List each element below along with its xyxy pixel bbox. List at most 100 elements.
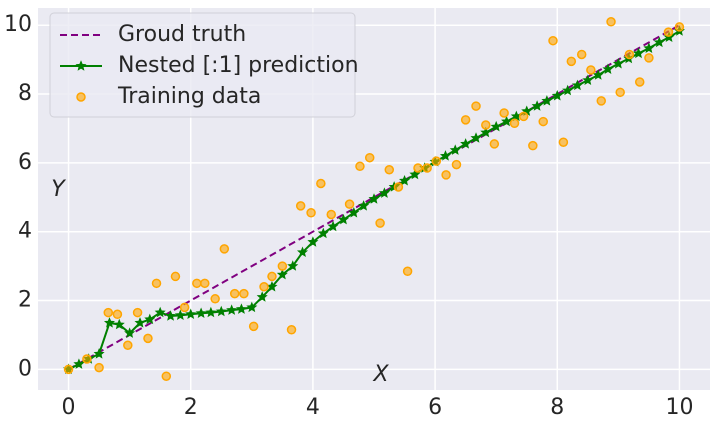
- star-marker: [215, 305, 227, 317]
- y-tick-label: 2: [18, 288, 32, 313]
- scatter-point: [192, 278, 202, 289]
- star-marker: [287, 260, 299, 271]
- scatter-point: [441, 170, 451, 180]
- scatter-point: [103, 307, 114, 318]
- scatter-point: [63, 364, 74, 375]
- star-marker: [226, 304, 238, 315]
- star-marker: [195, 307, 207, 318]
- star-marker: [154, 306, 166, 318]
- legend-label: Groud truth: [118, 22, 246, 47]
- star-marker: [449, 144, 461, 155]
- scatter-point: [509, 118, 520, 129]
- scatter-point: [295, 201, 306, 211]
- star-marker: [602, 63, 614, 74]
- star-marker: [562, 84, 574, 96]
- star-marker: [480, 126, 492, 138]
- scatter-point: [82, 354, 92, 364]
- scatter-point: [558, 137, 569, 147]
- x-tick-label: 0: [62, 395, 76, 420]
- scatter-point: [615, 87, 625, 98]
- scatter-point: [170, 271, 181, 282]
- scatter-point: [674, 22, 685, 32]
- scatter-point: [586, 65, 596, 75]
- star-marker: [551, 89, 563, 101]
- scatter-point: [489, 139, 500, 149]
- scatter-point: [286, 325, 297, 335]
- star-marker: [541, 95, 553, 106]
- legend-box: [49, 12, 356, 118]
- star-marker: [124, 327, 136, 338]
- scatter-point: [413, 163, 423, 173]
- star-marker: [460, 138, 472, 149]
- star-marker: [470, 132, 482, 143]
- star-marker: [276, 268, 288, 280]
- scatter-point: [566, 56, 577, 67]
- scatter-point: [451, 159, 462, 170]
- star-marker: [317, 227, 329, 239]
- scatter-point: [143, 333, 153, 344]
- x-tick-label: 4: [306, 395, 320, 420]
- star-marker: [358, 200, 370, 211]
- scatter-point: [316, 178, 326, 189]
- star-marker: [134, 317, 146, 328]
- scatter-point: [596, 96, 607, 106]
- scatter-point: [422, 163, 432, 173]
- star-marker: [144, 313, 156, 325]
- scatter-point: [644, 53, 654, 63]
- star-marker: [297, 246, 309, 258]
- scatter-point: [460, 115, 471, 125]
- scatter-point: [306, 208, 316, 218]
- scatter-point: [393, 182, 404, 192]
- star-marker: [185, 308, 197, 319]
- star-marker: [653, 36, 665, 48]
- y-tick-label: 0: [18, 356, 32, 381]
- star-marker: [103, 317, 115, 328]
- scatter-point: [277, 261, 288, 271]
- star-marker: [165, 310, 177, 321]
- star-marker: [368, 193, 380, 204]
- scatter-point: [471, 101, 481, 111]
- star-marker: [235, 303, 247, 314]
- star-marker: [490, 120, 502, 132]
- scatter-point: [151, 278, 162, 289]
- star-marker: [501, 115, 513, 127]
- star-marker: [174, 309, 186, 321]
- scatter-point: [94, 362, 104, 373]
- scatter-point: [518, 111, 529, 122]
- scatter-point: [624, 49, 635, 60]
- scatter-point: [499, 108, 509, 118]
- scatter-point: [219, 244, 230, 254]
- star-marker: [632, 47, 645, 59]
- x-tick-label: 6: [428, 395, 442, 420]
- star-marker: [531, 100, 543, 111]
- scatter-point: [179, 302, 190, 313]
- legend-label: Nested [:1] prediction: [118, 53, 359, 78]
- star-marker: [93, 348, 105, 359]
- scatter-point: [112, 309, 123, 320]
- scatter-point: [210, 294, 220, 304]
- legend: Groud truth Nested [:1] prediction Trainin…: [49, 12, 359, 118]
- star-marker: [256, 291, 268, 302]
- star-marker: [643, 42, 655, 53]
- star-marker: [378, 187, 390, 198]
- scatter-point: [606, 17, 616, 27]
- scatter-point: [402, 266, 413, 277]
- star-marker: [337, 213, 349, 225]
- x-axis-label: X: [372, 362, 389, 387]
- scatter-point: [123, 340, 133, 351]
- scatter-point: [259, 282, 269, 292]
- star-marker: [327, 220, 339, 232]
- scatter-point: [375, 218, 385, 228]
- scatter-point: [431, 156, 442, 166]
- scatter-point: [576, 49, 587, 60]
- scatter-point: [663, 27, 674, 37]
- star-marker: [113, 318, 125, 330]
- y-tick-label: 8: [18, 81, 32, 106]
- star-marker: [409, 168, 421, 180]
- star-marker: [612, 57, 624, 69]
- scatter-point: [548, 35, 558, 46]
- scatter-point: [384, 164, 395, 175]
- legend-marker: [75, 60, 87, 71]
- y-tick-label: 4: [18, 219, 32, 244]
